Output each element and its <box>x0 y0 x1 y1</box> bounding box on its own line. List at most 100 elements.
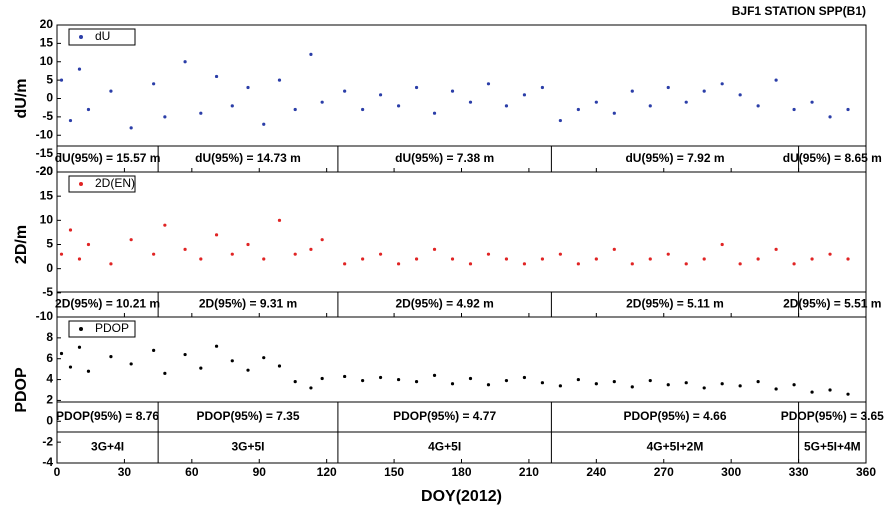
point <box>59 252 64 256</box>
point <box>379 252 383 256</box>
point <box>309 52 313 57</box>
point <box>666 383 670 387</box>
point <box>450 257 455 261</box>
point <box>540 85 545 90</box>
point <box>129 126 133 130</box>
point <box>792 107 796 112</box>
point <box>810 100 814 104</box>
point <box>343 374 347 379</box>
point <box>846 257 850 261</box>
point <box>109 355 113 359</box>
point <box>666 252 670 256</box>
point <box>738 93 742 97</box>
point <box>738 262 742 266</box>
annotation: PDOP(95%) = 4.77 <box>393 409 496 423</box>
x-tick-label: 330 <box>789 465 809 479</box>
x-tick-label: 90 <box>253 465 267 479</box>
point <box>702 386 706 390</box>
x-tick-label: 360 <box>856 465 876 479</box>
point <box>309 247 313 251</box>
point <box>109 89 113 93</box>
y-tick-label: -5 <box>42 109 53 123</box>
y-tick-label: 6 <box>46 351 53 365</box>
point <box>756 257 760 261</box>
annotation: 2D(95%) = 9.31 m <box>199 297 297 311</box>
annotation: PDOP(95%) = 3.65 <box>781 409 884 423</box>
point <box>309 386 313 390</box>
point <box>576 377 580 382</box>
point <box>230 252 234 256</box>
y-tick-label: 2 <box>46 393 53 407</box>
y-tick-label: 20 <box>40 17 54 31</box>
point <box>504 104 509 108</box>
point <box>293 107 297 112</box>
point <box>666 85 670 90</box>
point <box>756 380 760 384</box>
legend-box <box>68 320 136 338</box>
point <box>152 82 156 86</box>
plot-frame <box>56 24 867 173</box>
point <box>77 67 82 71</box>
point <box>594 382 598 386</box>
point <box>262 122 266 126</box>
point <box>648 104 652 108</box>
segment-label: 3G+4I <box>91 440 124 454</box>
y-tick-label: -4 <box>42 455 53 469</box>
y-tick-label: -2 <box>42 434 53 448</box>
point <box>199 257 203 261</box>
point <box>320 238 324 242</box>
point <box>648 257 652 261</box>
point <box>129 238 133 242</box>
y-tick-label: -5 <box>42 285 53 299</box>
point <box>86 107 91 112</box>
y-tick-label: 4 <box>46 372 53 386</box>
y-tick-label: -15 <box>36 146 54 160</box>
segment-label: 3G+5I <box>231 440 264 454</box>
point <box>199 366 203 370</box>
point <box>246 85 250 90</box>
point <box>320 376 324 381</box>
annotation: 2D(95%) = 4.92 m <box>395 297 493 311</box>
legend-marker <box>79 327 83 331</box>
y-tick-label: -20 <box>36 164 54 178</box>
point <box>59 78 64 82</box>
legend-marker <box>79 35 83 39</box>
point <box>630 385 634 389</box>
legend-label: dU <box>95 29 110 43</box>
x-axis-label: DOY(2012) <box>421 488 502 505</box>
point <box>230 104 234 108</box>
point <box>738 384 742 388</box>
annotation: 2D(95%) = 5.11 m <box>626 297 724 311</box>
y-tick-label: 0 <box>46 91 53 105</box>
point <box>630 262 634 266</box>
point <box>86 369 91 373</box>
point <box>684 100 688 104</box>
y-tick-label: 0 <box>46 413 53 427</box>
point <box>720 242 724 247</box>
x-tick-label: 210 <box>519 465 539 479</box>
point <box>109 262 113 266</box>
point <box>504 379 509 383</box>
legend-label: 2D(EN) <box>95 176 135 190</box>
y-axis-label: PDOP <box>13 367 30 413</box>
annotation: dU(95%) = 14.73 m <box>195 151 301 165</box>
legend-label: PDOP <box>95 321 129 335</box>
point <box>214 74 219 79</box>
annotation: PDOP(95%) = 4.66 <box>623 409 726 423</box>
annotation: PDOP(95%) = 7.35 <box>196 409 299 423</box>
annotation: dU(95%) = 7.38 m <box>395 151 494 165</box>
segment-label: 5G+5I+4M <box>804 440 861 454</box>
point <box>293 380 297 384</box>
point <box>486 252 491 256</box>
point <box>183 60 187 64</box>
point <box>86 242 91 247</box>
point <box>576 107 580 112</box>
point <box>828 115 832 119</box>
point <box>343 89 347 93</box>
point <box>468 376 473 381</box>
legend-marker <box>79 182 83 186</box>
point <box>846 392 850 396</box>
point <box>468 100 473 104</box>
point <box>396 377 401 382</box>
